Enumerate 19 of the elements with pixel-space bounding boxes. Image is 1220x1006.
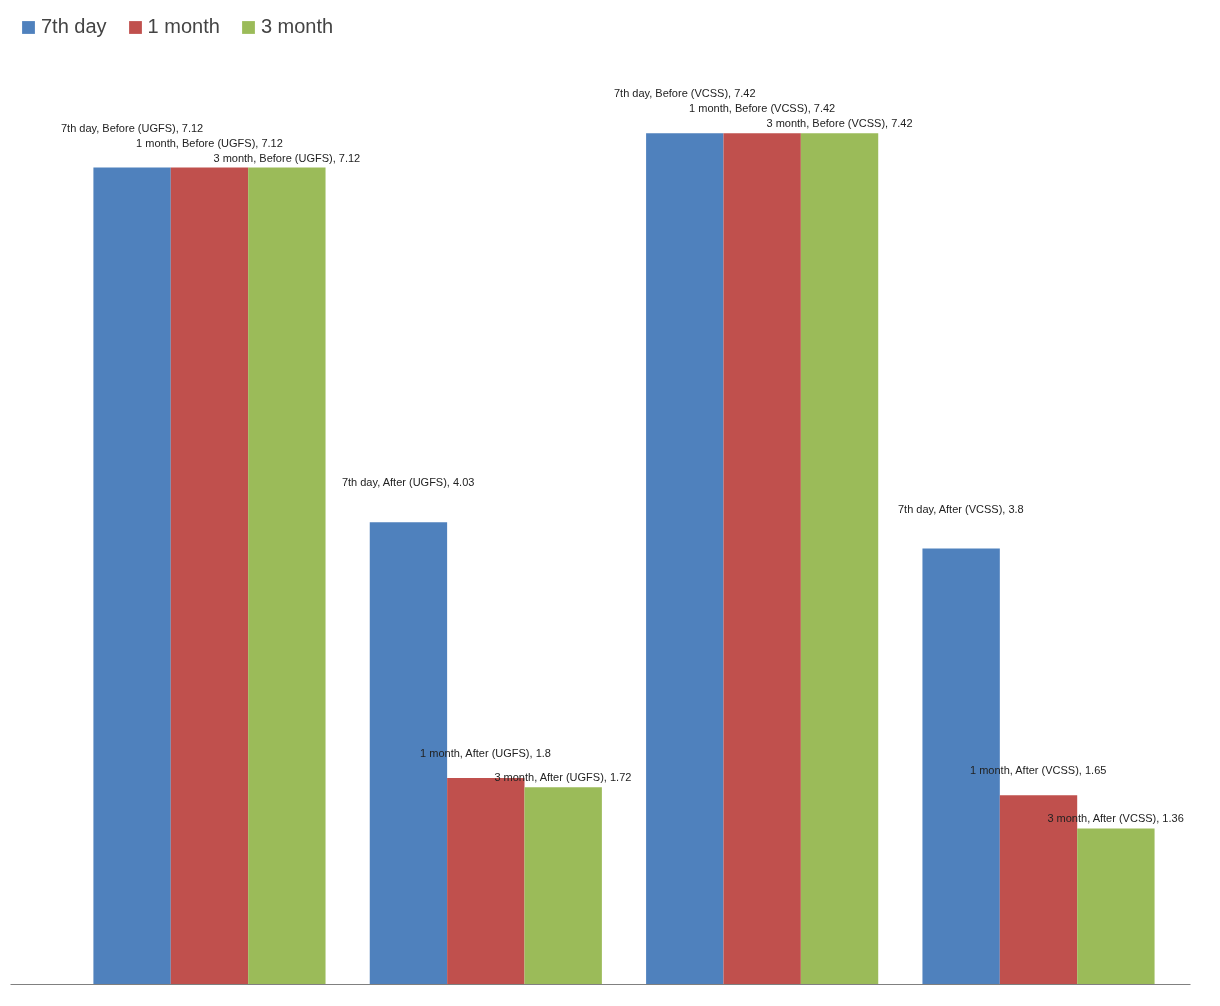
data-label: 3 month, Before (UGFS), 7.12 — [213, 151, 361, 164]
data-label: 7th day, After (UGFS), 4.03 — [341, 476, 475, 489]
legend-label: 7th day — [41, 15, 107, 38]
legend-label: 3 month — [260, 15, 334, 38]
legend-label: 1 month — [147, 15, 220, 38]
bar — [248, 167, 326, 985]
data-label: 7th day, Before (VCSS), 7.42 — [613, 87, 756, 100]
bar — [1077, 828, 1155, 985]
bar — [646, 133, 724, 985]
data-label: 1 month, Before (VCSS), 7.42 — [689, 102, 836, 115]
bar — [170, 167, 249, 985]
bar — [800, 133, 879, 985]
data-label: 3 month, Before (VCSS), 7.42 — [766, 117, 913, 130]
data-label: 7th day, Before (UGFS), 7.12 — [60, 121, 204, 134]
data-label: 7th day, After (VCSS), 3.8 — [897, 502, 1024, 515]
bar — [524, 787, 602, 985]
bar — [93, 167, 171, 985]
data-label: 1 month, Before (UGFS), 7.12 — [136, 136, 283, 149]
bar — [723, 133, 801, 985]
